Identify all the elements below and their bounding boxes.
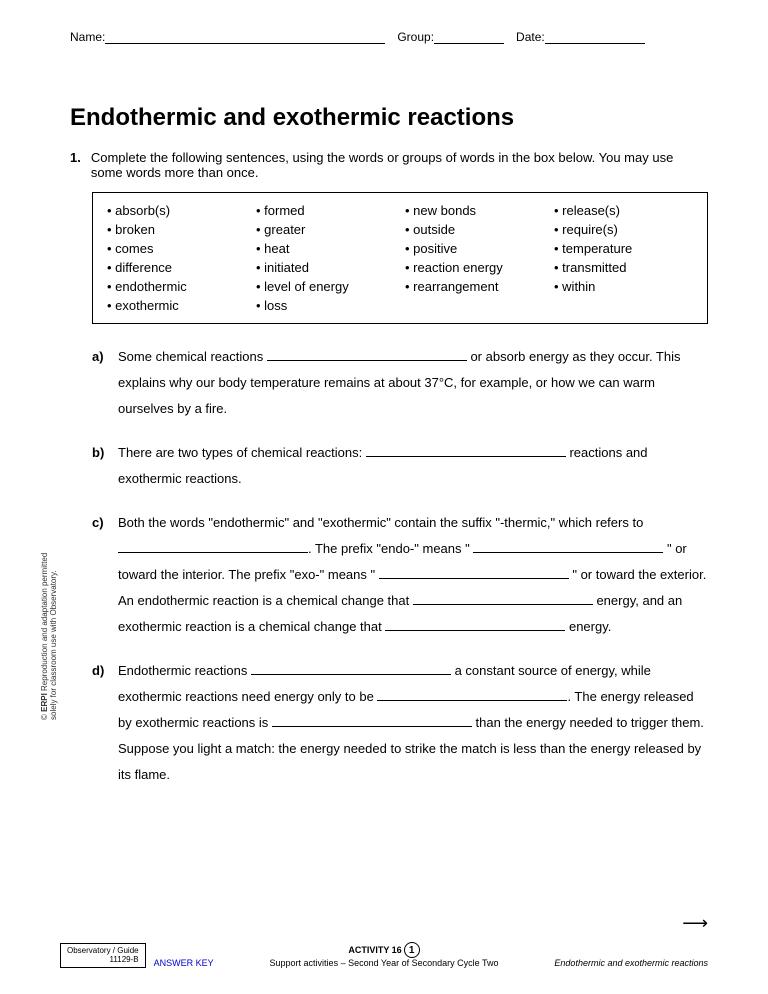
group-field: Group: [397,30,504,44]
page-footer: Observatory / Guide 11129-B ANSWER KEY A… [60,942,708,968]
text: . The prefix "endo-" means " [308,541,473,556]
word-item: endothermic [107,279,246,294]
header-fields: Name: Group: Date: [70,30,708,44]
word-item: rearrangement [405,279,544,294]
sidebar-line2: solely for classroom use with Observator… [49,553,58,720]
sub-b-body: There are two types of chemical reaction… [118,440,708,492]
blank[interactable] [118,541,308,553]
word-item: broken [107,222,246,237]
name-field: Name: [70,30,385,44]
word-item: formed [256,203,395,218]
word-item: level of energy [256,279,395,294]
text: Some chemical reactions [118,349,267,364]
activity-label: ACTIVITY 16 [348,945,401,955]
word-item: exothermic [107,298,246,313]
word-item: transmitted [554,260,693,275]
footer-right: Endothermic and exothermic reactions [554,958,708,968]
sub-d-body: Endothermic reactions a constant source … [118,658,708,788]
page-number-circle: 1 [404,942,420,958]
sub-a-label: a) [92,344,110,422]
blank[interactable] [385,619,565,631]
sub-c: c) Both the words "endothermic" and "exo… [92,510,708,640]
worksheet-page: Name: Group: Date: Endothermic and exoth… [0,0,768,994]
word-item: require(s) [554,222,693,237]
word-item: initiated [256,260,395,275]
word-item: difference [107,260,246,275]
copyright-symbol: © [40,712,49,720]
next-arrow-icon: ⟶ [682,913,708,934]
sidebar-text1: Reproduction and adaptation permitted [40,553,49,694]
group-label: Group: [397,30,434,44]
sub-b-label: b) [92,440,110,492]
word-item: loss [256,298,395,313]
footer-left: Observatory / Guide 11129-B ANSWER KEY [60,943,214,968]
blank[interactable] [267,349,467,361]
sub-d-label: d) [92,658,110,788]
name-label: Name: [70,30,105,44]
blank[interactable] [251,663,451,675]
observatory-box: Observatory / Guide 11129-B [60,943,146,968]
obs-line2: 11129-B [67,955,139,965]
erpi-name: ERPI [40,693,49,712]
text: Both the words "endothermic" and "exothe… [118,515,643,530]
word-box: absorb(s) formed new bonds release(s) br… [92,192,708,324]
date-field: Date: [516,30,645,44]
text: There are two types of chemical reaction… [118,445,366,460]
word-item: within [554,279,693,294]
date-label: Date: [516,30,545,44]
text: energy. [565,619,611,634]
sub-d: d) Endothermic reactions a constant sour… [92,658,708,788]
group-blank[interactable] [434,43,504,44]
footer-center: ACTIVITY 16 1 Support activities – Secon… [270,942,499,968]
blank[interactable] [272,715,472,727]
blank[interactable] [413,593,593,605]
q1-number: 1. [70,150,81,180]
sub-a: a) Some chemical reactions or absorb ene… [92,344,708,422]
blank[interactable] [473,541,663,553]
question-1: 1. Complete the following sentences, usi… [70,150,708,180]
blank[interactable] [366,445,566,457]
sub-a-body: Some chemical reactions or absorb energy… [118,344,708,422]
name-blank[interactable] [105,43,385,44]
blank[interactable] [379,567,569,579]
sub-c-body: Both the words "endothermic" and "exothe… [118,510,708,640]
blank[interactable] [377,689,567,701]
word-item: reaction energy [405,260,544,275]
answer-key-label: ANSWER KEY [154,958,214,968]
support-text: Support activities – Second Year of Seco… [270,958,499,968]
copyright-sidebar: © ERPI Reproduction and adaptation permi… [40,553,58,720]
word-item: outside [405,222,544,237]
activity-row: ACTIVITY 16 1 [270,942,499,958]
word-item: greater [256,222,395,237]
word-item: temperature [554,241,693,256]
text: Endothermic reactions [118,663,251,678]
word-item: release(s) [554,203,693,218]
word-item: comes [107,241,246,256]
word-item: new bonds [405,203,544,218]
sidebar-line1: © ERPI Reproduction and adaptation permi… [40,553,49,720]
word-item: absorb(s) [107,203,246,218]
page-title: Endothermic and exothermic reactions [70,104,708,132]
sub-b: b) There are two types of chemical react… [92,440,708,492]
date-blank[interactable] [545,43,645,44]
obs-line1: Observatory / Guide [67,946,139,956]
q1-text: Complete the following sentences, using … [91,150,708,180]
word-item: positive [405,241,544,256]
sub-c-label: c) [92,510,110,640]
word-item: heat [256,241,395,256]
